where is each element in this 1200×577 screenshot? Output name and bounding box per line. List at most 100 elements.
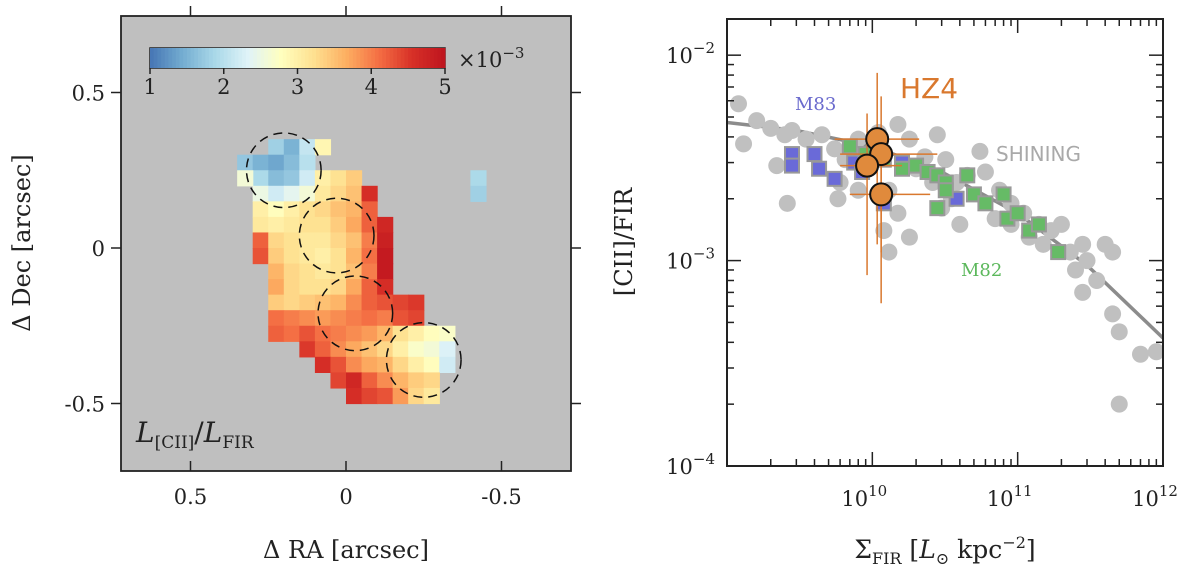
heatmap-pixel — [299, 263, 316, 280]
heatmap-pixel — [392, 341, 409, 358]
heatmap-pixel — [283, 232, 300, 249]
heatmap-pixel — [377, 279, 394, 296]
heatmap-pixel — [268, 185, 285, 202]
heatmap-pixel — [330, 310, 347, 327]
colorbar-segment — [183, 48, 188, 68]
heatmap-pixel — [377, 387, 394, 405]
scatter-axis-ticks: 1010 1011 1012 10−4 10−3 10−2 — [666, 19, 1178, 511]
shining-point — [829, 190, 847, 208]
colorbar: 1 2 3 4 5 ×10−3 — [143, 44, 524, 99]
series-label-m82: M82 — [961, 260, 1002, 281]
colorbar-segment — [286, 48, 291, 68]
shining-point — [1088, 271, 1106, 289]
heatmap-annotation: L[CII]/LFIR — [135, 416, 255, 453]
shining-point — [735, 135, 753, 153]
heatmap-pixel — [299, 139, 316, 156]
heatmap-pixel — [423, 372, 440, 389]
hz4-point — [869, 182, 894, 207]
colorbar-segment — [153, 48, 158, 68]
heatmap-pixel — [314, 248, 332, 265]
colorbar-segment — [186, 48, 192, 68]
heatmap-pixel — [268, 201, 285, 218]
heatmap-pixel — [361, 310, 378, 327]
colorbar-segment — [205, 48, 210, 68]
colorbar-segment — [374, 48, 380, 68]
heatmap-pixel — [392, 387, 409, 405]
colorbar-segment — [231, 48, 236, 68]
series-label-hz4: HZ4 — [900, 72, 958, 105]
heatmap-pixel — [408, 372, 425, 389]
shining-point — [875, 222, 893, 240]
heatmap-pixel — [346, 341, 363, 358]
colorbar-segment — [150, 48, 155, 68]
colorbar-segment — [271, 48, 276, 68]
m82-point — [977, 195, 994, 212]
heatmap-pixel — [299, 279, 316, 296]
heatmap-pixel — [346, 248, 363, 265]
shining-point — [889, 115, 907, 133]
colorbar-scale-label: ×10−3 — [458, 44, 524, 72]
shining-point — [976, 163, 994, 181]
heatmap-pixel — [346, 356, 363, 373]
colorbar-segment — [297, 48, 302, 68]
colorbar-tick-label: 3 — [291, 75, 304, 99]
heatmap-pixel — [377, 216, 394, 234]
colorbar-segment — [220, 48, 225, 68]
shining-point — [797, 130, 815, 148]
colorbar-ticks: 1 2 3 4 5 — [143, 68, 452, 99]
heatmap-pixel — [299, 341, 316, 358]
shining-point — [748, 112, 766, 130]
heatmap-pixel — [314, 201, 332, 218]
heatmap-pixel — [392, 294, 409, 311]
colorbar-segment — [216, 48, 221, 68]
heatmap-pixel — [330, 248, 347, 265]
series-label-shining: SHINING — [996, 142, 1081, 166]
m82-point — [937, 182, 954, 199]
heatmap-pixel — [252, 201, 269, 218]
colorbar-segment — [338, 48, 343, 68]
heatmap-pixel — [330, 372, 347, 389]
shining-point — [937, 151, 955, 169]
heatmap-pixel — [361, 387, 378, 405]
heatmap-pixel — [346, 201, 363, 218]
m82-point — [995, 186, 1012, 203]
series-label-m83: M83 — [795, 94, 836, 115]
heatmap-pixel — [361, 294, 378, 311]
colorbar-segment — [245, 48, 251, 68]
colorbar-segment — [260, 48, 265, 68]
colorbar-segment — [268, 48, 273, 68]
heatmap-pixel — [346, 185, 363, 202]
heatmap-pixel — [423, 341, 440, 358]
heatmap-pixel — [377, 372, 394, 389]
colorbar-segment — [293, 48, 298, 68]
scatter-y-tick-label: 10−3 — [666, 245, 715, 274]
shining-point — [813, 126, 831, 144]
heatmap-y-tick-label: -0.5 — [65, 393, 106, 417]
shining-point — [880, 243, 898, 261]
heatmap-pixel — [392, 372, 409, 389]
colorbar-segment — [275, 48, 280, 68]
heatmap-pixel — [314, 185, 332, 202]
m83-point — [811, 160, 828, 177]
heatmap-pixel — [346, 294, 363, 311]
heatmap-pixel — [252, 216, 269, 234]
heatmap-pixel — [268, 294, 285, 311]
heatmap-pixel — [299, 294, 316, 311]
colorbar-segment — [194, 48, 199, 68]
colorbar-segment — [282, 48, 287, 68]
colorbar-segment — [179, 48, 184, 68]
heatmap-pixel — [377, 356, 394, 373]
heatmap-pixel — [314, 279, 332, 296]
heatmap-pixel — [299, 185, 316, 202]
scatter-panel: 1010 1011 1012 10−4 10−3 10−2 HZ4 M83 SHINING… — [610, 18, 1178, 568]
colorbar-gradient — [150, 48, 446, 68]
heatmap-pixel — [299, 310, 316, 327]
heatmap-pixel — [346, 232, 363, 249]
colorbar-segment — [234, 48, 239, 68]
scatter-points — [730, 72, 1163, 413]
heatmap-pixel — [314, 310, 332, 327]
heatmap-pixel — [299, 216, 316, 234]
heatmap-pixel — [314, 232, 332, 249]
heatmap-pixel — [268, 139, 285, 156]
